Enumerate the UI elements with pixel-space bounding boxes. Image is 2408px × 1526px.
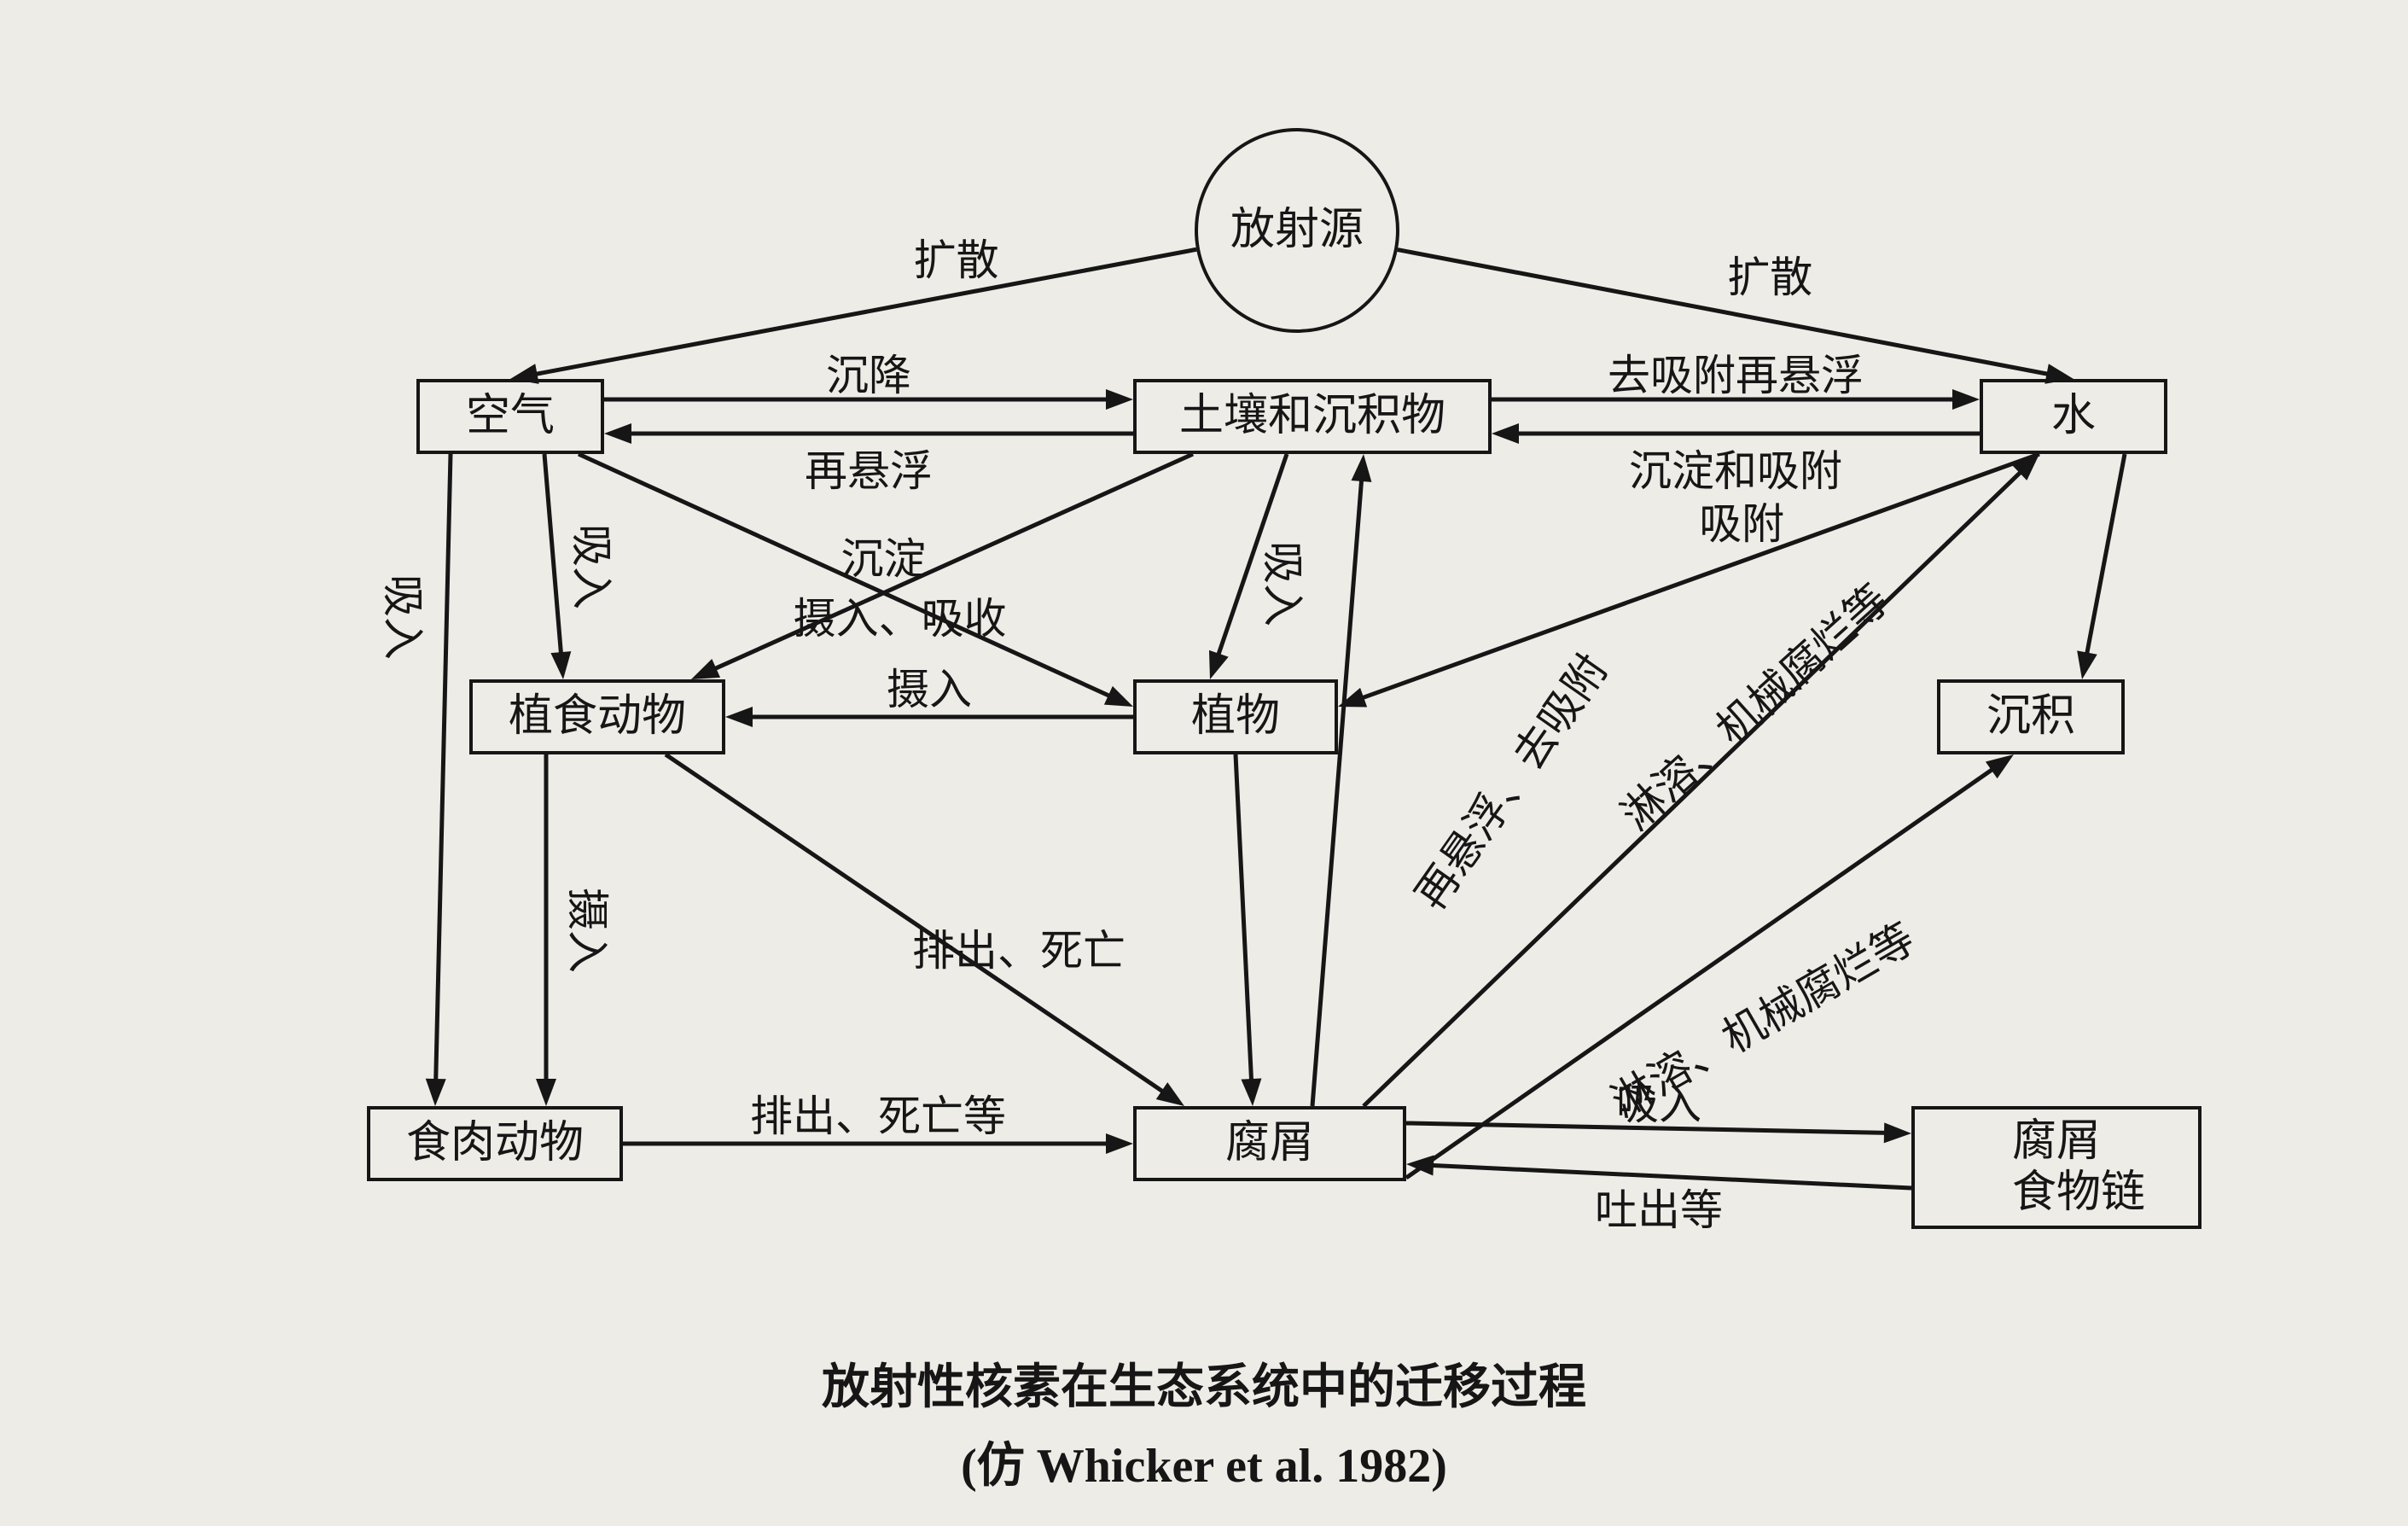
edge-21-label: 吐出等 <box>1595 1176 1723 1238</box>
node-water-label: 水 <box>2051 391 2096 442</box>
edge-2 <box>604 389 1133 410</box>
edge-6 <box>544 454 571 679</box>
node-air-label: 空气 <box>466 391 555 442</box>
edge-0-label: 扩散 <box>914 226 999 288</box>
edge-19-label: 淋溶、机械腐烂等 <box>1598 906 1924 1129</box>
caption-title: 放射性核素在生态系统中的迁移过程 <box>0 1348 2408 1418</box>
edge-13-label: 摄入 <box>560 888 621 973</box>
edge-11 <box>1338 454 2039 707</box>
node-source: 放射源 <box>1195 128 1399 333</box>
node-air: 空气 <box>416 379 604 454</box>
node-herbivore: 植食动物 <box>469 679 725 754</box>
edge-3-label: 再悬浮 <box>805 437 933 498</box>
edge-1-label: 扩散 <box>1727 243 1812 305</box>
caption-source: (仿 Whicker et al. 1982) <box>0 1427 2408 1496</box>
node-detritus: 腐屑 <box>1133 1106 1406 1181</box>
node-plant: 植物 <box>1133 679 1338 754</box>
edge-20-label: 吸入 <box>1616 1070 1701 1132</box>
edge-22 <box>2077 454 2125 679</box>
node-sediment: 沉积 <box>1937 679 2125 754</box>
edge-9-label: 摄入、吸收 <box>794 585 1007 646</box>
edge-12-label: 摄入 <box>887 655 972 717</box>
node-detrchain: 腐屑 食物链 <box>1911 1106 2202 1229</box>
edge-8-label: 沉淀 <box>841 525 927 586</box>
edge-13 <box>536 754 556 1106</box>
edge-4 <box>1492 389 1980 410</box>
edge-3 <box>604 423 1133 444</box>
edge-2-label: 沉降 <box>826 341 911 403</box>
edge-16-label: 排出、死亡等 <box>750 1082 1006 1144</box>
edge-4-label: 去吸附再悬浮 <box>1608 341 1864 403</box>
node-water: 水 <box>1980 379 2167 454</box>
edge-1 <box>1398 250 2074 384</box>
node-carnivore-label: 食肉动物 <box>406 1118 584 1169</box>
edge-6-label: 吸入 <box>564 524 625 609</box>
edge-16 <box>623 1133 1133 1154</box>
node-detrchain-label: 腐屑 食物链 <box>1968 1116 2145 1219</box>
edge-9 <box>691 454 1193 679</box>
node-detritus-label: 腐屑 <box>1225 1118 1314 1169</box>
edge-20 <box>1406 1122 1911 1143</box>
edge-10-label: 吸入 <box>1255 541 1317 626</box>
edge-7 <box>426 454 451 1106</box>
diagram-stage: 放射源空气土壤和沉积物水植食动物植物沉积食肉动物腐屑腐屑 食物链扩散扩散沉降再悬… <box>0 0 2408 1526</box>
node-herbivore-label: 植食动物 <box>509 691 686 743</box>
edge-8 <box>579 454 1133 707</box>
edge-0 <box>510 249 1196 384</box>
edge-12 <box>725 707 1133 727</box>
edge-17 <box>1312 454 1371 1106</box>
edge-5-label: 沉淀和吸附 <box>1629 437 1842 498</box>
edge-18 <box>1364 454 2039 1106</box>
node-carnivore: 食肉动物 <box>367 1106 623 1181</box>
edge-14-label: 排出、死亡 <box>912 917 1125 978</box>
edge-14 <box>666 754 1184 1106</box>
edge-11-label: 吸附 <box>1699 490 1784 551</box>
edge-21 <box>1406 1156 1911 1188</box>
node-soil: 土壤和沉积物 <box>1133 379 1492 454</box>
node-plant-label: 植物 <box>1191 691 1280 743</box>
node-sediment-label: 沉积 <box>1986 691 2075 743</box>
edge-7-label: 吸入 <box>375 574 437 660</box>
node-soil-label: 土壤和沉积物 <box>1179 391 1445 442</box>
edge-5 <box>1492 423 1980 444</box>
edge-17-label: 再悬浮、去吸附 <box>1398 640 1620 920</box>
node-source-label: 放射源 <box>1230 205 1364 256</box>
edge-15 <box>1236 754 1261 1106</box>
edge-18-label: 淋溶、机械腐烂等 <box>1605 568 1899 842</box>
edge-10 <box>1209 454 1287 679</box>
